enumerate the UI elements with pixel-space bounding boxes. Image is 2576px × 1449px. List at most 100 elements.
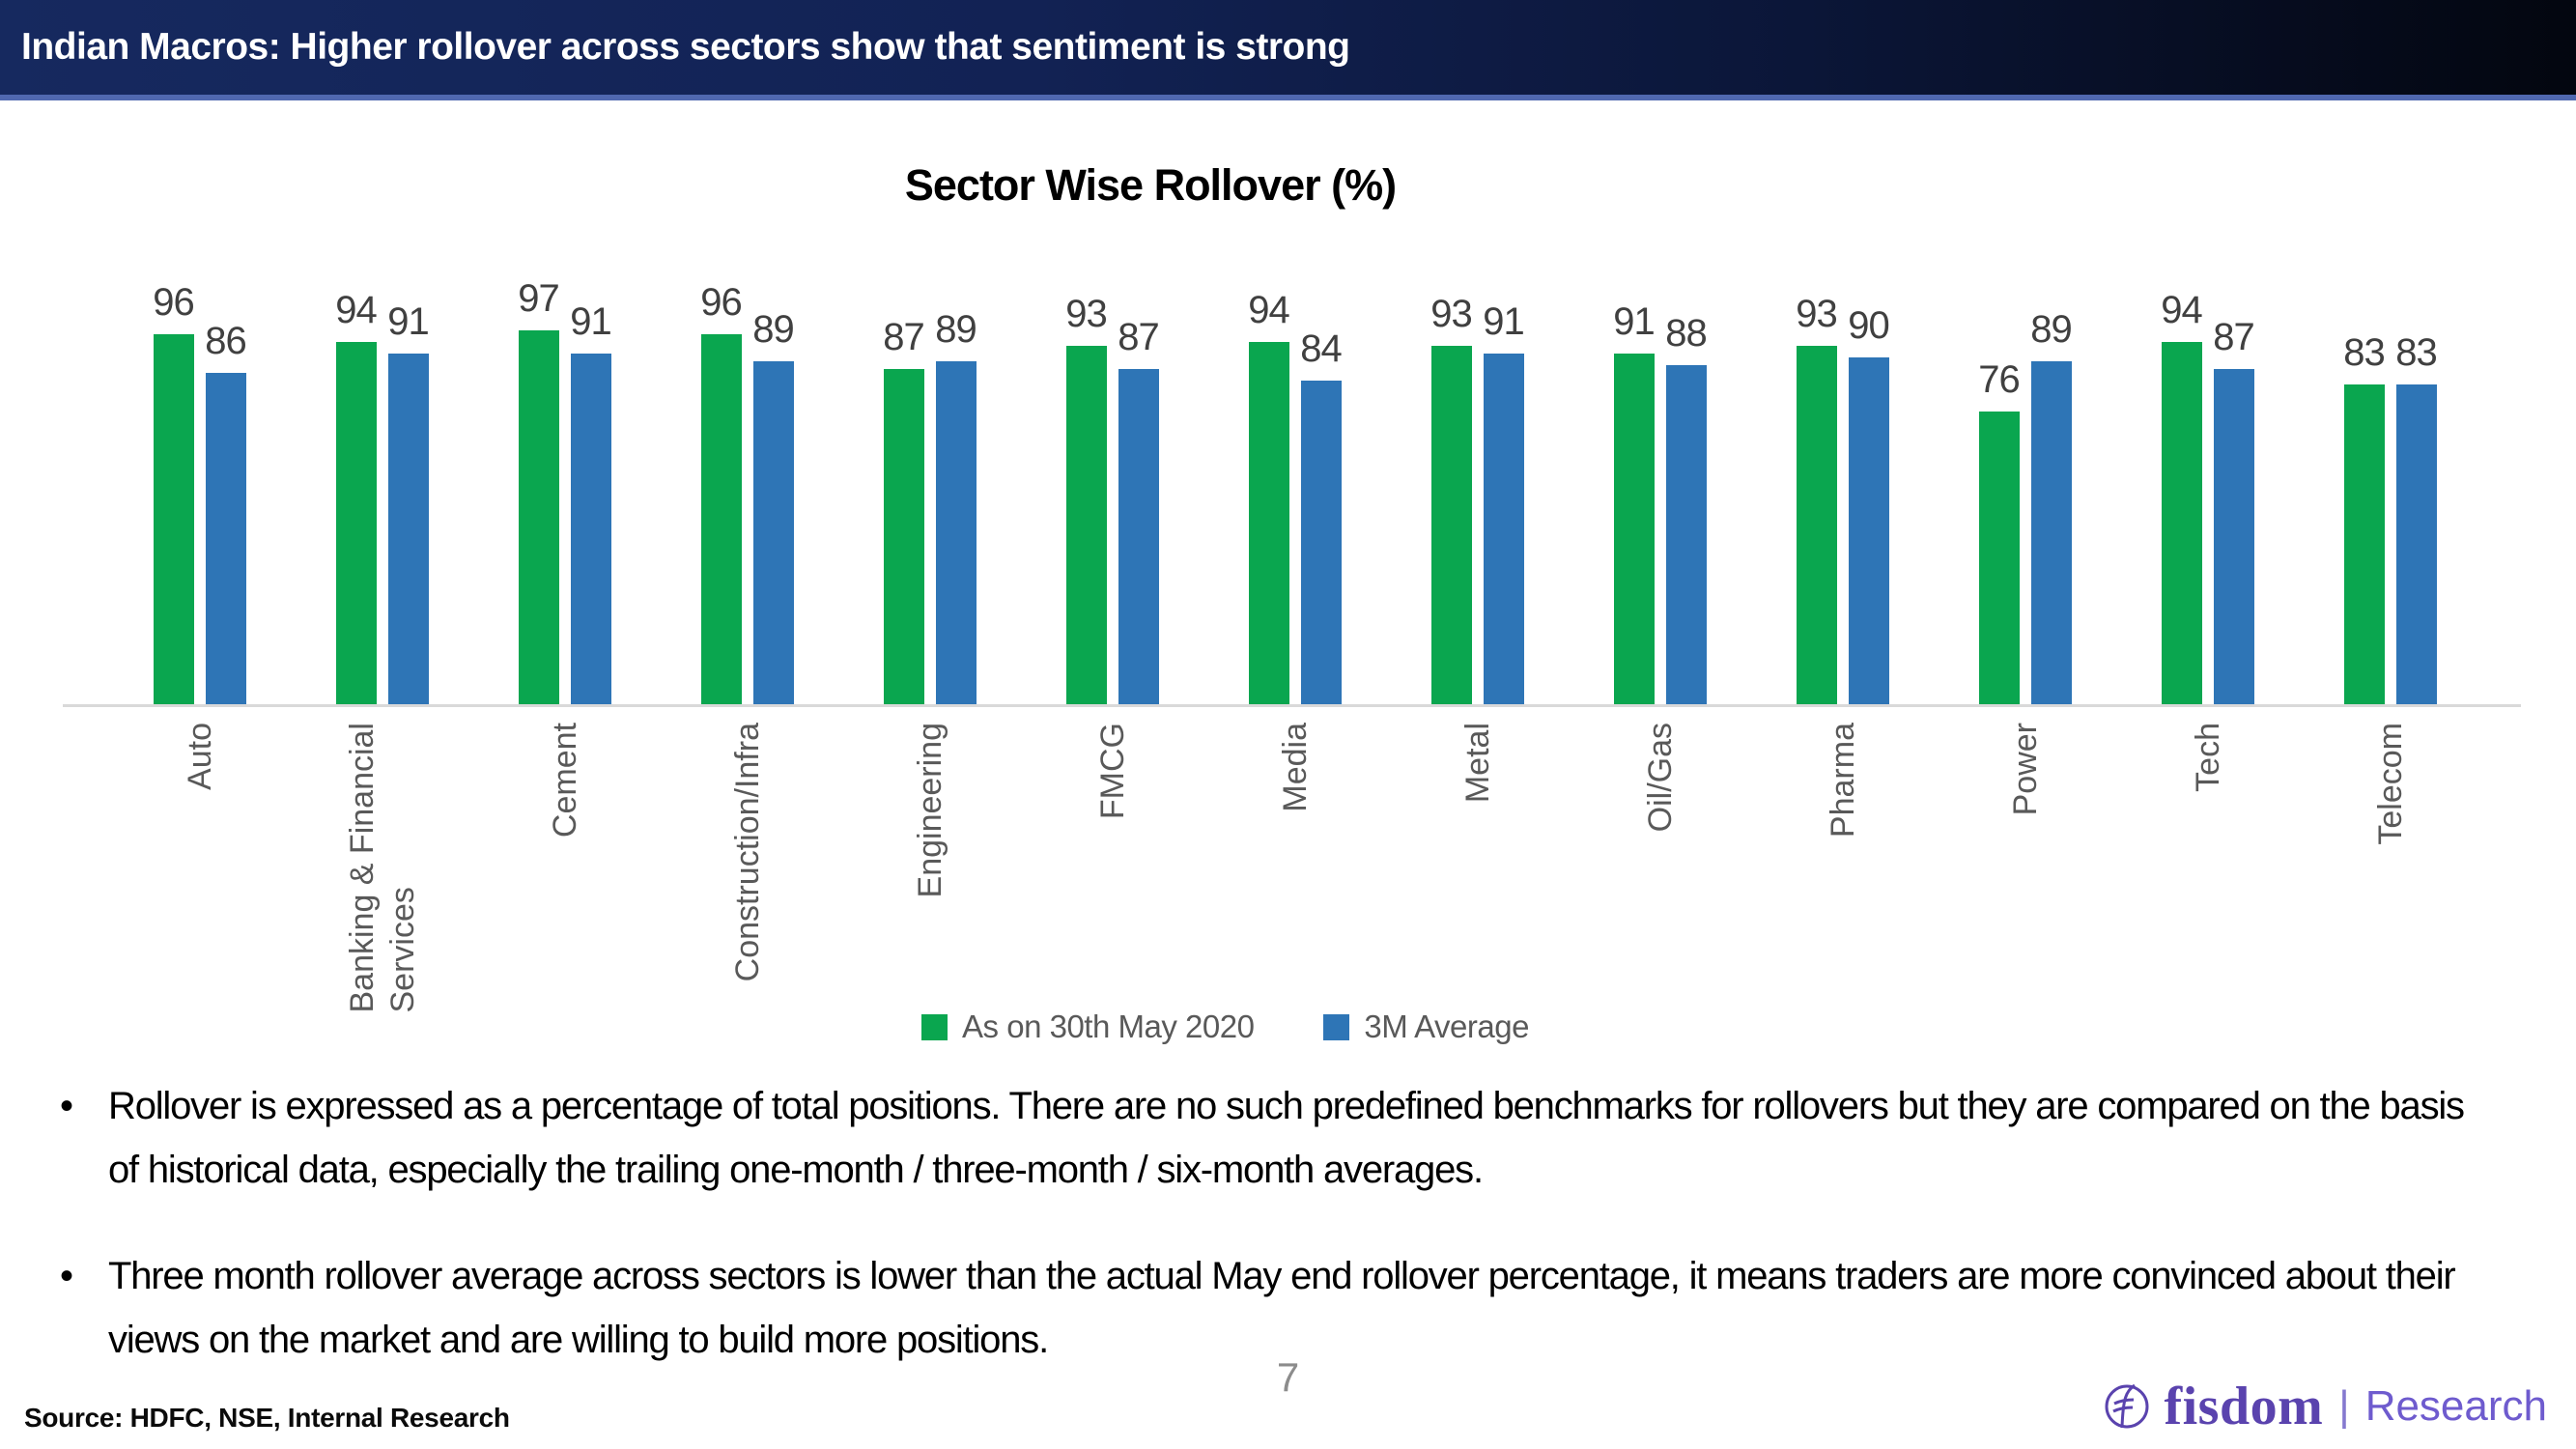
bar-group: 93 87 bbox=[1021, 293, 1203, 705]
bar-group: 93 91 bbox=[1386, 293, 1569, 705]
bar bbox=[1483, 354, 1524, 705]
x-axis-label: Auto bbox=[181, 723, 218, 790]
bar-value-label: 96 bbox=[153, 281, 194, 324]
chart-title: Sector Wise Rollover (%) bbox=[904, 160, 1397, 210]
bar bbox=[1665, 365, 1707, 705]
bar-wrap: 94 bbox=[335, 289, 378, 705]
legend-item-may-2020: As on 30th May 2020 bbox=[921, 1009, 1255, 1045]
bar-value-label: 83 bbox=[2395, 331, 2437, 374]
x-axis-label: Pharma bbox=[1824, 723, 1861, 838]
bar bbox=[2030, 361, 2072, 705]
bar-group: 94 91 bbox=[291, 289, 473, 705]
bar bbox=[1978, 412, 2020, 705]
legend-swatch-green bbox=[921, 1013, 948, 1040]
bar bbox=[1300, 381, 1342, 705]
bar-value-label: 91 bbox=[1613, 300, 1655, 343]
bar-value-label: 94 bbox=[1248, 289, 1289, 331]
bar-group: 94 87 bbox=[2116, 289, 2299, 705]
bar bbox=[1848, 357, 1889, 705]
bar-value-label: 76 bbox=[1978, 358, 2020, 401]
bar-value-label: 87 bbox=[883, 316, 924, 358]
bar-group: 97 91 bbox=[473, 277, 656, 705]
x-axis-label: Power bbox=[2006, 723, 2044, 816]
bar-wrap: 90 bbox=[1848, 304, 1890, 705]
bar-wrap: 89 bbox=[935, 308, 977, 705]
bullet-text: Rollover is expressed as a percentage of… bbox=[108, 1085, 2465, 1191]
bar bbox=[883, 369, 924, 705]
bar-wrap: 83 bbox=[2343, 319, 2386, 705]
bar-value-label: 93 bbox=[1065, 293, 1107, 335]
bar bbox=[335, 342, 377, 705]
bar-value-label: 89 bbox=[752, 308, 794, 351]
commentary-section: • Rollover is expressed as a percentage … bbox=[60, 1074, 2494, 1414]
bar-wrap: 83 bbox=[2395, 319, 2438, 705]
bullet-icon: • bbox=[60, 1085, 74, 1127]
plot-area: 96 86 94 91 97 91 96 89 87 89 93 87 94 84 93 91 91 88 93 90… bbox=[108, 277, 2481, 705]
bar bbox=[2395, 384, 2437, 705]
bar-wrap: 91 bbox=[570, 300, 612, 705]
page-number: 7 bbox=[1276, 1354, 1300, 1400]
x-axis-label: Oil/Gas bbox=[1641, 723, 1679, 833]
bar bbox=[1796, 346, 1837, 705]
slide-title: Indian Macros: Higher rollover across se… bbox=[21, 26, 1350, 68]
bar-wrap: 91 bbox=[1613, 300, 1656, 705]
bar-wrap: 89 bbox=[2030, 308, 2073, 705]
logo-divider: | bbox=[2338, 1382, 2350, 1430]
bar-wrap: 84 bbox=[1300, 319, 1343, 705]
bar-value-label: 89 bbox=[935, 308, 977, 351]
bar-value-label: 83 bbox=[2343, 331, 2385, 374]
x-axis-label: Telecom bbox=[2371, 723, 2409, 845]
bar bbox=[700, 334, 742, 705]
bar-group: 87 89 bbox=[838, 308, 1021, 705]
bar bbox=[1118, 369, 1159, 705]
bar-wrap: 89 bbox=[752, 308, 795, 705]
x-axis-label: Engineering bbox=[911, 723, 948, 898]
bar-value-label: 91 bbox=[570, 300, 611, 343]
bar-value-label: 88 bbox=[1665, 312, 1707, 355]
bar bbox=[387, 354, 429, 705]
bullet-text: Three month rollover average across sect… bbox=[108, 1255, 2456, 1361]
x-axis-label: FMCG bbox=[1093, 723, 1131, 820]
x-axis-label: Construction/Infra bbox=[728, 723, 766, 982]
bar-value-label: 96 bbox=[700, 281, 742, 324]
bar-group: 94 84 bbox=[1203, 289, 1386, 705]
legend-swatch-blue bbox=[1323, 1013, 1350, 1040]
bar bbox=[2343, 384, 2385, 705]
bar bbox=[935, 361, 977, 705]
bar-group: 83 83 bbox=[2299, 319, 2481, 705]
bar-value-label: 87 bbox=[2213, 316, 2254, 358]
legend-item-3m-average: 3M Average bbox=[1323, 1009, 1529, 1045]
bar bbox=[205, 373, 246, 705]
bar-wrap: 94 bbox=[2161, 289, 2203, 705]
fisdom-wordmark: fisdom bbox=[2164, 1377, 2324, 1436]
x-axis-line bbox=[63, 704, 2521, 707]
bar-wrap: 97 bbox=[518, 277, 560, 705]
bar-value-label: 91 bbox=[387, 300, 429, 343]
x-axis-label: Tech bbox=[2189, 723, 2226, 792]
bar-wrap: 96 bbox=[700, 281, 743, 705]
bar-wrap: 88 bbox=[1665, 312, 1708, 705]
bar-group: 96 86 bbox=[108, 281, 291, 705]
bar-group: 96 89 bbox=[656, 281, 838, 705]
fisdom-logo-icon bbox=[2105, 1383, 2149, 1429]
bullet-item: • Three month rollover average across se… bbox=[60, 1244, 2494, 1372]
bar-value-label: 90 bbox=[1848, 304, 1889, 347]
bar-wrap: 93 bbox=[1430, 293, 1473, 705]
logo-research-label: Research bbox=[2364, 1382, 2547, 1430]
bar-wrap: 87 bbox=[1118, 316, 1160, 705]
chart-legend: As on 30th May 2020 3M Average bbox=[0, 1005, 2450, 1049]
bar bbox=[2213, 369, 2254, 705]
x-axis-label: Banking & Financial Services bbox=[343, 723, 421, 1013]
bar-value-label: 87 bbox=[1118, 316, 1159, 358]
bar bbox=[570, 354, 611, 705]
bar-group: 91 88 bbox=[1569, 300, 1751, 705]
x-axis-label: Media bbox=[1276, 723, 1314, 812]
bar-wrap: 86 bbox=[205, 319, 247, 705]
bar-value-label: 97 bbox=[518, 277, 559, 320]
bar-value-label: 94 bbox=[335, 289, 377, 331]
bar bbox=[752, 361, 794, 705]
bar-group: 76 89 bbox=[1934, 308, 2116, 705]
bar-group: 93 90 bbox=[1751, 293, 1934, 705]
fisdom-research-logo: fisdom | Research bbox=[2102, 1376, 2547, 1437]
bar-wrap: 87 bbox=[2213, 316, 2255, 705]
